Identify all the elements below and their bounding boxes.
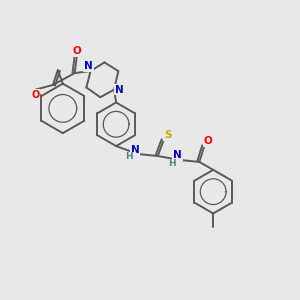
Text: O: O <box>72 46 81 56</box>
Text: O: O <box>31 90 40 100</box>
Text: N: N <box>130 145 139 155</box>
Text: N: N <box>115 85 124 94</box>
Text: N: N <box>173 150 182 160</box>
Text: N: N <box>84 61 93 71</box>
Text: S: S <box>164 130 171 140</box>
Text: H: H <box>125 152 133 161</box>
Text: O: O <box>204 136 213 146</box>
Text: H: H <box>168 159 176 168</box>
